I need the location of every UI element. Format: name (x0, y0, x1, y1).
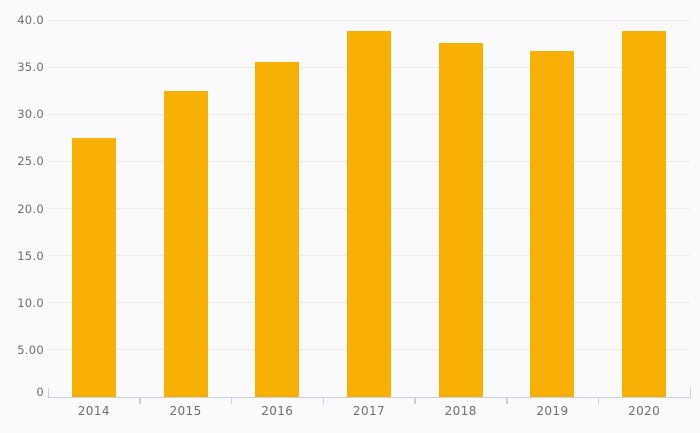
x-axis-tick (322, 397, 325, 404)
bar-2017 (347, 31, 391, 397)
x-axis-tick (139, 397, 141, 404)
x-axis-tick (597, 397, 600, 404)
bar-2018 (438, 42, 483, 397)
x-axis-label: 2020 (628, 404, 661, 418)
x-axis-tick (506, 397, 508, 404)
x-axis-label: 2015 (169, 404, 202, 418)
x-axis-label: 2017 (352, 404, 386, 418)
x-axis-label: 2014 (77, 404, 110, 418)
x-axis-label: 2018 (444, 404, 477, 418)
x-axis-label: 2019 (536, 404, 569, 418)
y-axis-tick-label: 40.0 (17, 13, 44, 27)
bar-2020 (622, 31, 667, 397)
bar-2019 (530, 51, 575, 397)
y-axis-tick-label: 30.0 (17, 107, 44, 122)
x-axis-tick (414, 397, 416, 404)
y-axis-tick-label: 35.0 (17, 60, 44, 75)
x-axis-end-cap-right (689, 387, 691, 398)
x-axis-tick (230, 397, 233, 404)
y-axis-tick-label: 5.00 (17, 342, 44, 357)
bar-2015 (163, 90, 208, 397)
bar-2014 (71, 137, 116, 397)
y-axis-tick-label: 0 (36, 385, 44, 399)
y-axis-tick-label: 15.0 (17, 248, 44, 263)
gridline (48, 19, 690, 21)
y-axis-tick-label: 20.0 (17, 201, 44, 216)
x-axis-label: 2016 (261, 404, 294, 418)
y-axis-tick-label: 10.0 (17, 295, 44, 310)
x-axis-line (48, 396, 691, 398)
y-axis-tick-label: 25.0 (17, 154, 44, 169)
x-axis-end-cap-left (47, 388, 49, 398)
bar-2016 (255, 62, 300, 397)
